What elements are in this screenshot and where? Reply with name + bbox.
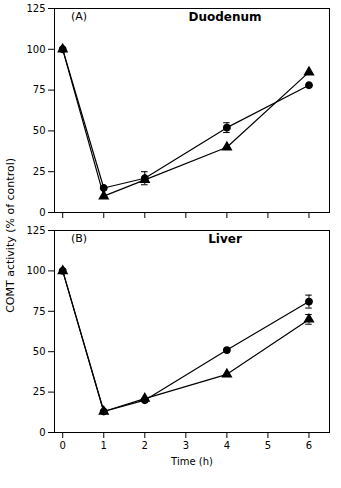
html-text:COMT activity (% of control): COMT activity (% of control) xyxy=(3,157,17,313)
svg-text:Liver: Liver xyxy=(208,232,242,246)
svg-text:75: 75 xyxy=(33,84,46,95)
svg-text:4: 4 xyxy=(224,440,230,451)
svg-text:125: 125 xyxy=(26,3,45,14)
svg-text:0: 0 xyxy=(60,440,66,451)
svg-text:125: 125 xyxy=(26,225,45,236)
svg-text:Duodenum: Duodenum xyxy=(188,10,261,24)
svg-text:0: 0 xyxy=(39,207,45,218)
svg-text:100: 100 xyxy=(26,265,45,276)
svg-text:2: 2 xyxy=(142,440,148,451)
svg-text:3: 3 xyxy=(183,440,189,451)
svg-text:0: 0 xyxy=(39,427,45,438)
svg-text:25: 25 xyxy=(33,386,46,397)
svg-text:Time (h): Time (h) xyxy=(170,456,213,467)
svg-text:50: 50 xyxy=(33,125,46,136)
svg-text:50: 50 xyxy=(33,346,46,357)
svg-text:(B): (B) xyxy=(71,232,87,245)
svg-text:100: 100 xyxy=(26,44,45,55)
svg-text:75: 75 xyxy=(33,306,46,317)
svg-text:1: 1 xyxy=(101,440,107,451)
svg-text:6: 6 xyxy=(306,440,312,451)
svg-text:(A): (A) xyxy=(71,10,87,23)
svg-text:25: 25 xyxy=(33,166,46,177)
svg-text:5: 5 xyxy=(265,440,271,451)
